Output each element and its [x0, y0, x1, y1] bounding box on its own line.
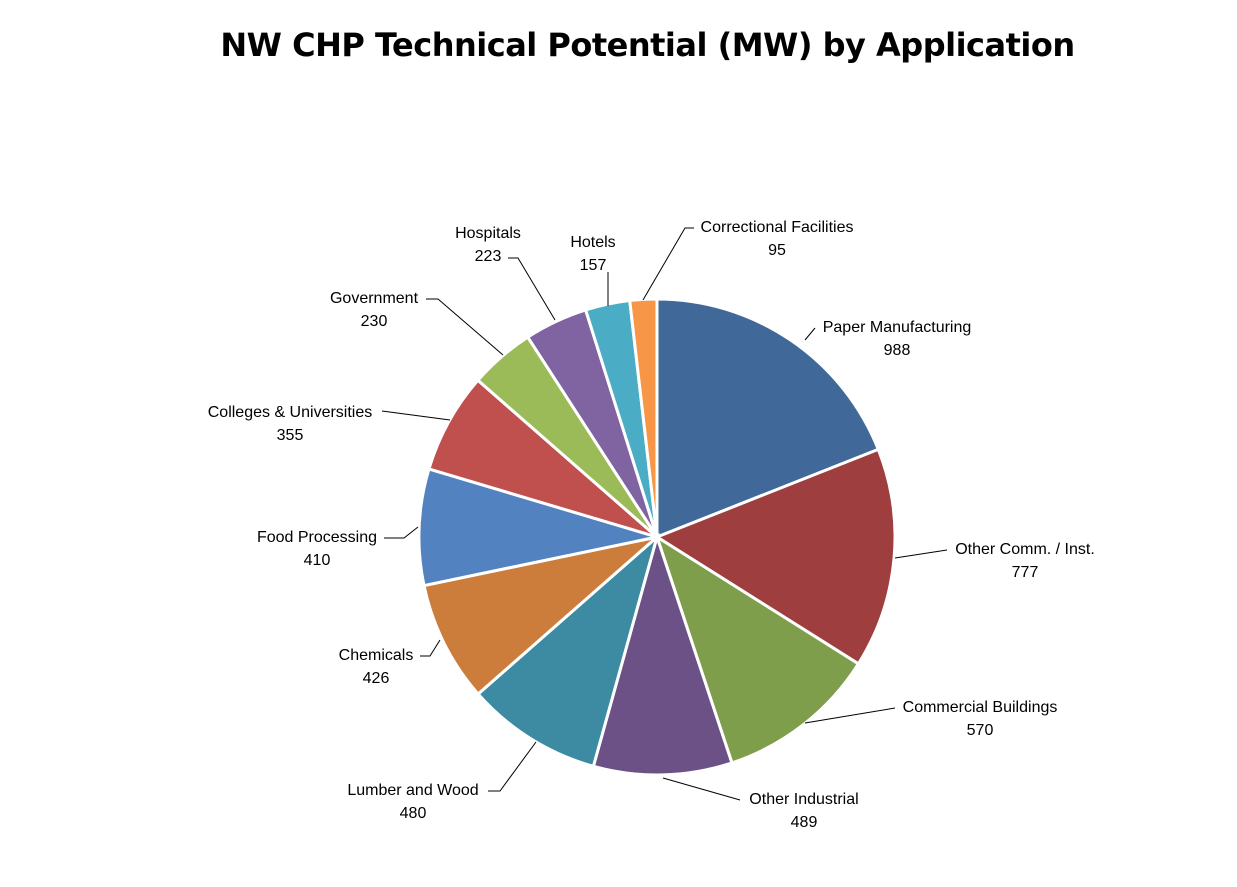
pie-slice-chemicals [422, 534, 663, 697]
slice-category-label: Other Industrial [749, 791, 858, 808]
slice-value-label: 410 [304, 552, 331, 569]
leader-line [804, 707, 896, 724]
pie-slices [417, 297, 897, 777]
pie-slice-other-comm-inst [653, 447, 897, 666]
slice-category-label: Food Processing [257, 529, 377, 546]
slice-category-label: Other Comm. / Inst. [955, 541, 1095, 558]
slice-value-label: 570 [967, 722, 994, 739]
slice-value-label: 426 [363, 670, 390, 687]
leader-line [426, 298, 504, 356]
slice-category-label: Correctional Facilities [701, 219, 854, 236]
leader-line [420, 639, 441, 657]
slice-category-label: Chemicals [339, 647, 414, 664]
slice-value-label: 489 [791, 814, 818, 831]
leader-line [381, 410, 451, 421]
pie-slice-food-processing [417, 467, 658, 588]
leader-line [804, 327, 816, 341]
slice-value-label: 480 [400, 805, 427, 822]
slice-labels: Paper Manufacturing 988 Other Comm. / Inst… [208, 219, 1095, 831]
leader-line [488, 741, 537, 792]
pie-slice-commercial-buildings [654, 533, 861, 765]
slice-value-label: 95 [768, 242, 786, 259]
slice-category-label: Paper Manufacturing [823, 319, 972, 336]
pie-slice-paper-manufacturing [655, 297, 881, 540]
pie-slice-lumber-and-wood [475, 532, 660, 769]
slice-category-label: Government [330, 290, 419, 307]
slice-category-label: Colleges & Universities [208, 404, 373, 421]
slice-value-label: 223 [475, 248, 502, 265]
chart-title: NW CHP Technical Potential (MW) by Appli… [220, 26, 1075, 64]
slice-category-label: Hotels [570, 234, 615, 251]
leader-lines [381, 227, 948, 801]
leader-line [384, 526, 419, 539]
leader-line [662, 777, 741, 801]
slice-value-label: 230 [361, 313, 388, 330]
pie-slice-other-industrial [591, 531, 734, 777]
slice-category-label: Hospitals [455, 225, 521, 242]
leader-line [642, 227, 694, 301]
leader-line [894, 549, 948, 559]
slice-category-label: Lumber and Wood [347, 782, 478, 799]
slice-value-label: 777 [1012, 564, 1039, 581]
slice-value-label: 157 [580, 257, 607, 274]
leader-line [508, 257, 556, 321]
slice-category-label: Commercial Buildings [903, 699, 1058, 716]
slice-value-label: 355 [277, 427, 304, 444]
slice-value-label: 988 [884, 342, 911, 359]
